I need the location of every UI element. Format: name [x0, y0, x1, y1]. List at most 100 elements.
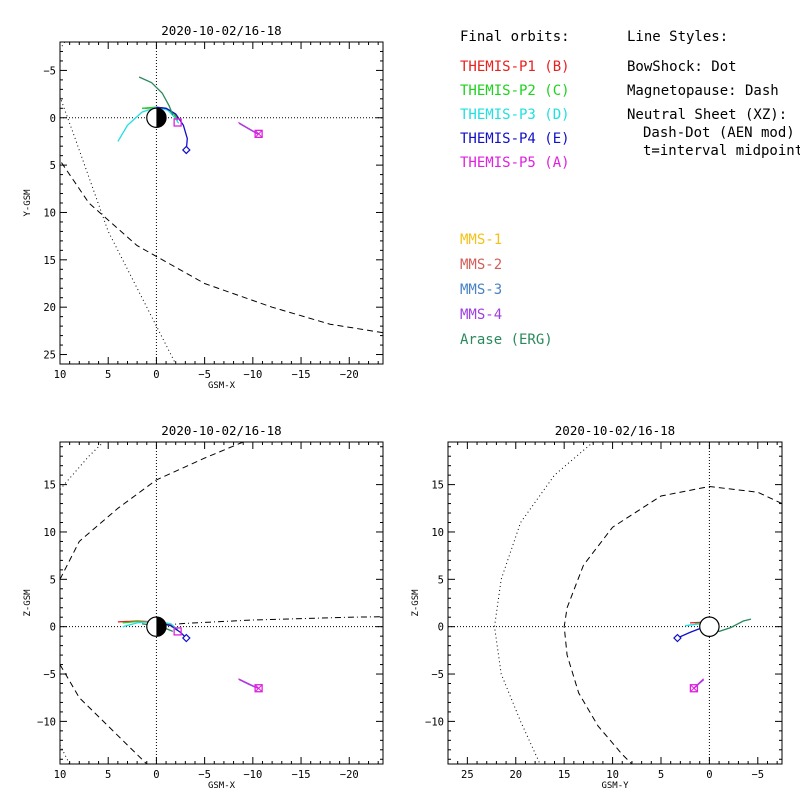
legend-style-2: Magnetopause: Dash [627, 83, 779, 99]
plot-2: 2020-10-02/16-18 10 5 0 −5 −10 −15 −20 −10 −5 0 5 10… [23, 423, 384, 791]
legend-item-mms-4: MMS-4 [460, 307, 502, 323]
x-tick-label: 0 [153, 369, 159, 381]
series-magnetopause-top [60, 442, 244, 580]
plot-frame [447, 441, 783, 765]
plot-title: 2020-10-02/16-18 [161, 423, 281, 438]
legend-item-themis-2: THEMIS-P2 (C) [460, 83, 570, 99]
marker-cross [254, 684, 263, 693]
series-bow-shock-bottom [60, 744, 71, 764]
series-Arase [138, 76, 174, 116]
y-tick-label: 5 [438, 574, 444, 586]
legend-style-3: Neutral Sheet (XZ): [627, 107, 787, 123]
y-tick-label: 20 [43, 302, 56, 314]
x-tick-label: 10 [54, 369, 67, 381]
y-axis-label: Z-GSM [23, 589, 33, 617]
series-neutral-sheet [166, 616, 383, 626]
plot-frame [59, 441, 384, 765]
y-tick-label: 10 [431, 527, 444, 539]
legend-item-themis-1: THEMIS-P1 (B) [460, 59, 570, 75]
x-tick-label: 0 [153, 769, 159, 781]
x-tick-label: 20 [509, 769, 522, 781]
series-bow-shock [493, 442, 594, 764]
y-tick-label: −10 [425, 716, 444, 728]
marker-square [689, 684, 699, 693]
legend-item-mms-3: MMS-3 [460, 282, 502, 298]
y-tick-label: −5 [43, 669, 56, 681]
y-tick-label: −5 [43, 65, 56, 77]
x-tick-label: −20 [340, 369, 359, 381]
plot-title: 2020-10-02/16-18 [161, 23, 281, 38]
x-tick-label: −15 [292, 369, 311, 381]
legend-style-4: Dash-Dot (AEN mod) [643, 125, 795, 141]
plot-1: 2020-10-02/16-18 10 5 0 −5 −10 −15 −20 −5 0 5 10 15 2… [23, 23, 384, 391]
marker-square [173, 118, 182, 127]
marker-square [173, 627, 182, 636]
x-tick-label: −5 [198, 369, 211, 381]
y-tick-label: −10 [37, 716, 56, 728]
y-tick-label: 0 [50, 113, 56, 125]
legend-styles-heading: Line Styles: [627, 29, 728, 45]
x-tick-label: 0 [706, 769, 712, 781]
series-bow-shock-top [60, 442, 104, 490]
legend-item-themis-3: THEMIS-P3 (D) [460, 107, 570, 123]
x-tick-label: 5 [105, 769, 111, 781]
series-magnetopause-bottom [60, 664, 148, 764]
x-tick-label: −15 [292, 769, 311, 781]
x-tick-label: −5 [198, 769, 211, 781]
legend-orbits-heading: Final orbits: [460, 29, 570, 45]
series-magnetopause [563, 485, 782, 764]
marker-square [254, 684, 263, 693]
plot-title: 2020-10-02/16-18 [555, 423, 675, 438]
series-magnetopause [60, 84, 383, 334]
series-P4 [156, 106, 188, 151]
legend-item-mms-1: MMS-1 [460, 232, 502, 248]
earth-circle [699, 616, 720, 637]
x-axis-label: GSM-Y [601, 781, 629, 791]
plot-frame [59, 41, 384, 365]
marker-diamond [181, 633, 191, 643]
plot-area [60, 42, 383, 364]
y-tick-label: −5 [431, 669, 444, 681]
legend-group: Final orbits: THEMIS-P1 (B) THEMIS-P2 (C) T… [460, 29, 800, 348]
x-tick-label: −5 [751, 769, 764, 781]
marker-cross [254, 130, 263, 138]
y-axis-label: Y-GSM [23, 189, 33, 217]
y-tick-label: 0 [50, 622, 56, 634]
x-tick-label: 10 [54, 769, 67, 781]
y-tick-label: 10 [43, 527, 56, 539]
legend-item-themis-5: THEMIS-P5 (A) [460, 155, 570, 171]
y-tick-label: 25 [43, 350, 56, 362]
x-tick-label: 5 [658, 769, 664, 781]
y-tick-label: 15 [431, 480, 444, 492]
legend-style-5: t=interval midpoint [643, 143, 800, 159]
legend-item-arase-erg-: Arase (ERG) [460, 332, 553, 348]
legend-item-mms-2: MMS-2 [460, 257, 502, 273]
series-bow-shock [60, 42, 177, 364]
y-tick-label: 5 [50, 160, 56, 172]
marker-cross [690, 684, 698, 693]
y-tick-label: 15 [43, 255, 56, 267]
y-tick-label: 10 [43, 207, 56, 219]
marker-diamond [181, 145, 191, 155]
legend-style-1: BowShock: Dot [627, 59, 737, 75]
x-tick-label: −10 [243, 369, 262, 381]
y-axis-label: Z-GSM [411, 589, 421, 617]
x-tick-label: 5 [105, 369, 111, 381]
earth-night-side [156, 617, 167, 637]
x-tick-label: −10 [243, 769, 262, 781]
x-tick-label: −20 [340, 769, 359, 781]
x-tick-label: 10 [606, 769, 619, 781]
legend-item-themis-4: THEMIS-P4 (E) [460, 131, 570, 147]
y-tick-label: 15 [43, 480, 56, 492]
x-axis-label: GSM-X [208, 381, 236, 391]
plot-3: 2020-10-02/16-18 25 20 15 10 5 0 −5 −10 −5 0 5 10 15 G… [411, 423, 783, 791]
marker-square [254, 129, 263, 139]
y-tick-label: 0 [438, 622, 444, 634]
plot-area [60, 442, 383, 764]
marker-diamond [673, 633, 682, 643]
plot-area [448, 442, 782, 764]
earth-night-side [156, 108, 167, 128]
x-tick-label: 25 [461, 769, 474, 781]
x-tick-label: 15 [558, 769, 571, 781]
